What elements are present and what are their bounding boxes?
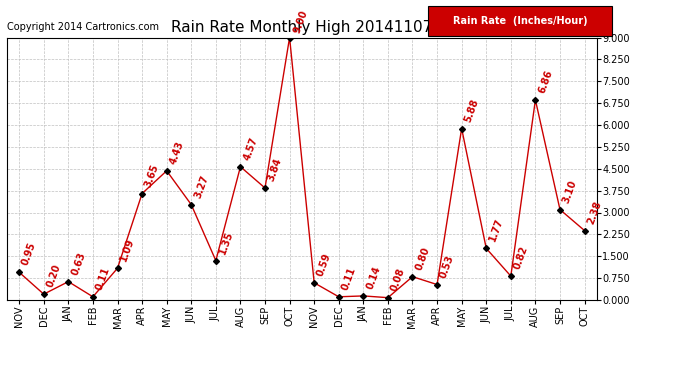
Text: 2.38: 2.38 — [586, 199, 604, 225]
Text: 4.43: 4.43 — [168, 140, 186, 165]
Text: 0.20: 0.20 — [45, 263, 63, 289]
Text: 0.14: 0.14 — [364, 265, 382, 291]
Text: Rain Rate  (Inches/Hour): Rain Rate (Inches/Hour) — [453, 16, 587, 26]
Text: 0.80: 0.80 — [414, 245, 431, 272]
Text: 3.10: 3.10 — [561, 178, 579, 204]
Text: 5.88: 5.88 — [463, 97, 480, 123]
Text: 0.59: 0.59 — [315, 252, 333, 278]
Text: 0.11: 0.11 — [94, 266, 112, 291]
Text: 0.11: 0.11 — [340, 266, 357, 291]
Text: 1.09: 1.09 — [119, 237, 137, 263]
Text: 4.57: 4.57 — [241, 135, 259, 162]
Text: 9.00: 9.00 — [292, 9, 310, 35]
Text: 1.77: 1.77 — [487, 217, 505, 243]
Text: 0.82: 0.82 — [512, 245, 530, 271]
Text: 0.95: 0.95 — [21, 241, 38, 267]
Text: 0.53: 0.53 — [438, 254, 456, 279]
Text: 3.65: 3.65 — [144, 162, 161, 188]
Text: 0.63: 0.63 — [70, 251, 87, 276]
Text: Copyright 2014 Cartronics.com: Copyright 2014 Cartronics.com — [7, 22, 159, 32]
Text: 0.08: 0.08 — [389, 266, 407, 292]
Text: 3.27: 3.27 — [193, 173, 210, 200]
Text: 6.86: 6.86 — [537, 69, 554, 94]
Text: 1.35: 1.35 — [217, 230, 235, 255]
Text: 3.84: 3.84 — [266, 157, 284, 183]
Title: Rain Rate Monthly High 20141107: Rain Rate Monthly High 20141107 — [171, 20, 433, 35]
